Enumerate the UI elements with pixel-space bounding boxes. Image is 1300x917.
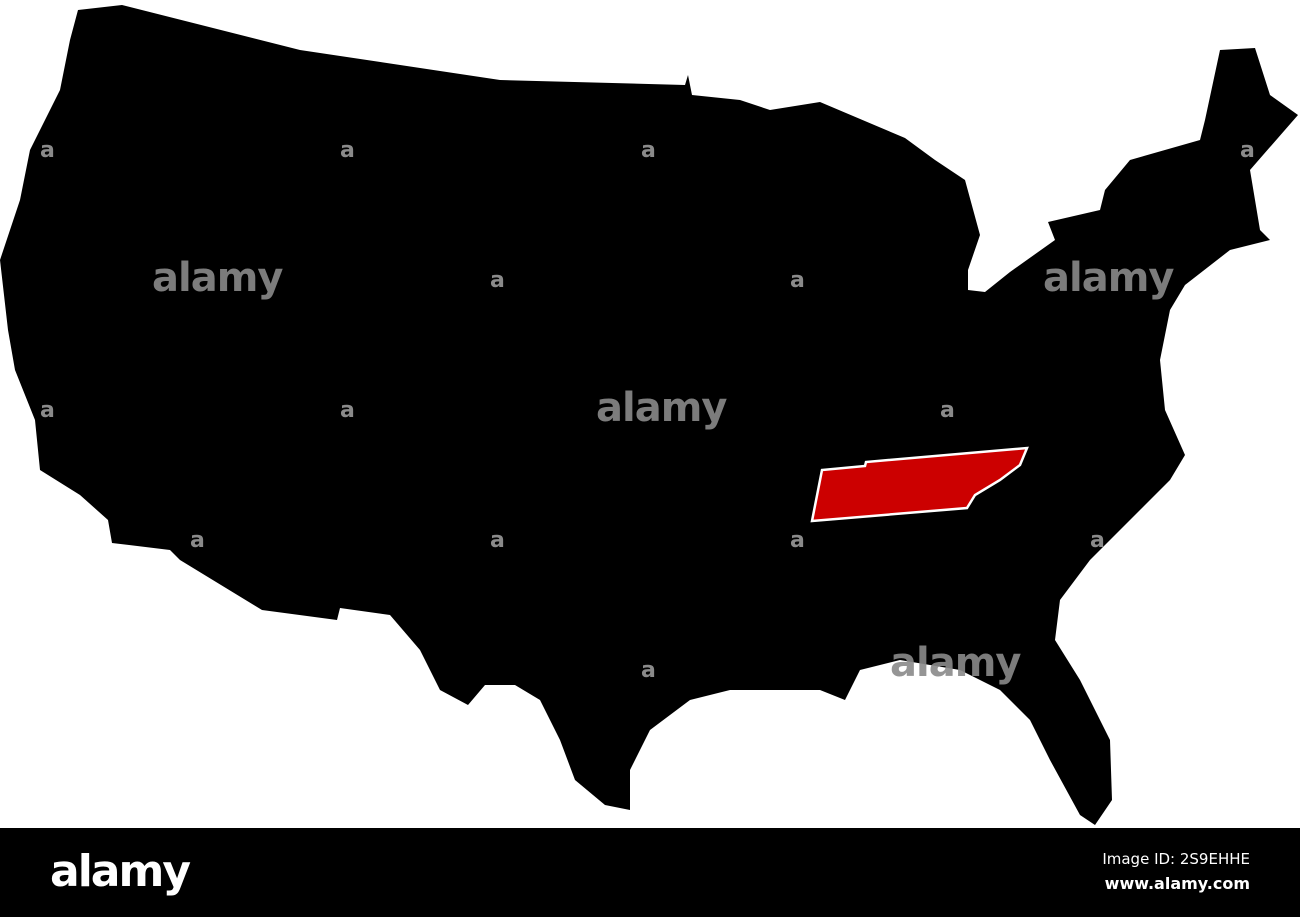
watermark: alamy — [890, 640, 1021, 686]
us-landmass — [0, 5, 1298, 825]
us-map — [0, 5, 1298, 825]
watermark: alamy — [152, 255, 283, 301]
watermark-small: a — [1090, 528, 1105, 553]
watermark-small: a — [490, 268, 505, 293]
alamy-logo: alamy — [50, 846, 191, 897]
watermark-small: a — [790, 528, 805, 553]
watermark-small: a — [641, 658, 656, 683]
watermark-small: a — [190, 528, 205, 553]
watermark-small: a — [1240, 138, 1255, 163]
site-url: www.alamy.com — [1104, 874, 1250, 893]
watermark-small: a — [641, 138, 656, 163]
watermark-small: a — [340, 138, 355, 163]
watermark-small: a — [40, 398, 55, 423]
watermark-small: a — [40, 138, 55, 163]
tennessee-state — [810, 446, 1029, 523]
watermark-small: a — [340, 398, 355, 423]
watermark-small: a — [490, 528, 505, 553]
footer-bar: alamy Image ID: 2S9EHHE www.alamy.com — [0, 828, 1300, 917]
watermark-small: a — [790, 268, 805, 293]
watermark-small: a — [940, 398, 955, 423]
watermark: alamy — [1043, 255, 1174, 301]
watermark: alamy — [596, 385, 727, 431]
image-id: Image ID: 2S9EHHE — [1102, 850, 1250, 868]
